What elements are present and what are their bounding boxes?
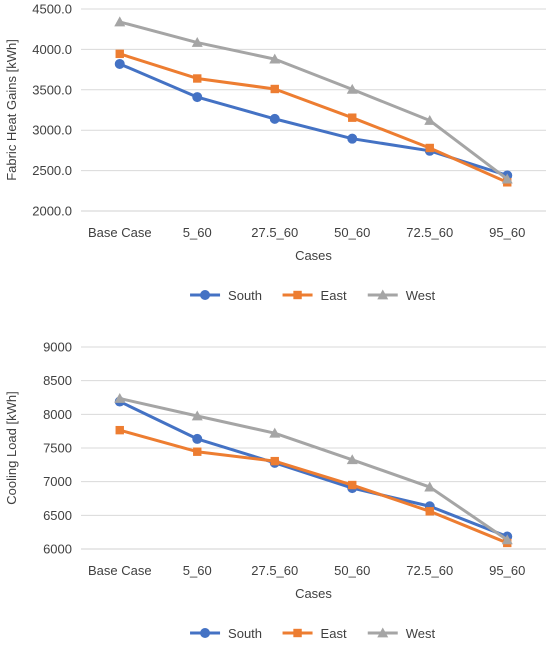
legend-item-south: South [190, 626, 262, 641]
data-point-east [348, 480, 357, 490]
legend-item-west: West [367, 288, 436, 303]
series-line-east [118, 428, 509, 545]
x-tick-label: 5_60 [183, 563, 212, 578]
y-tick-label: 7500 [43, 441, 72, 456]
x-tick-label: 95_60 [489, 563, 525, 578]
legend-label: South [228, 626, 262, 641]
x-tick-label: Base Case [88, 563, 152, 578]
series-line-west [118, 397, 509, 542]
legend-item-west: West [367, 626, 436, 641]
legend-marker [293, 628, 302, 638]
data-point-south [114, 58, 125, 69]
data-point-east [193, 74, 202, 83]
legend: South East West [190, 288, 436, 303]
legend-label: East [321, 626, 347, 641]
data-point-west [114, 16, 126, 27]
y-tick-label: 6000 [43, 542, 72, 557]
x-tick-label: 72.5_60 [406, 225, 453, 240]
data-point-south [192, 433, 203, 444]
data-point-east [270, 456, 279, 466]
legend-label: West [406, 288, 436, 303]
data-point-east [425, 143, 434, 153]
data-point-east [115, 49, 124, 59]
data-point-east [348, 113, 357, 122]
data-point-west [424, 481, 436, 492]
series-east [115, 49, 512, 187]
chart-cooling-load: 6000 6500 7000 7500 8000 8500 9000 Base Case 5_6… [4, 340, 546, 641]
legend-item-south: South [190, 288, 262, 303]
legend-marker [200, 290, 211, 300]
y-tick-label: 4000.0 [32, 42, 72, 57]
series-line-west [118, 20, 509, 181]
data-point-west [346, 454, 358, 465]
y-tick-label: 2500.0 [32, 163, 72, 178]
y-tick-label: 7000 [43, 474, 72, 489]
series-west [114, 16, 513, 184]
legend-label: East [321, 288, 347, 303]
data-point-west [501, 534, 513, 545]
data-point-east [115, 425, 124, 435]
data-point-east [425, 507, 434, 516]
x-tick-label: 50_60 [334, 225, 370, 240]
series-line-south [118, 400, 509, 539]
chart-fabric-heat-gains: 2000.0 2500.0 3000.0 3500.0 4000.0 4500.0 Base… [4, 2, 546, 303]
legend-item-east: East [282, 288, 347, 303]
x-tick-label: 27.5_60 [251, 563, 298, 578]
series-south [114, 58, 513, 181]
series-line-south [118, 62, 509, 177]
legend-item-east: East [282, 626, 347, 641]
legend-label: South [228, 288, 262, 303]
legend: South East West [190, 626, 436, 641]
legend-marker [293, 290, 302, 300]
x-tick-label: 5_60 [183, 225, 212, 240]
legend-label: West [406, 626, 436, 641]
y-tick-label: 6500 [43, 508, 72, 523]
x-axis-title: Cases [295, 248, 332, 263]
x-tick-label: Base Case [88, 225, 152, 240]
legend-marker [377, 627, 389, 638]
data-point-west [269, 53, 281, 64]
y-tick-label: 8500 [43, 373, 72, 388]
data-point-west [191, 37, 203, 47]
data-point-west [114, 393, 126, 403]
x-axis-title: Cases [295, 586, 332, 601]
y-tick-label: 2000.0 [32, 204, 72, 219]
y-tick-label: 9000 [43, 340, 72, 355]
data-point-east [270, 84, 279, 94]
y-tick-label: 4500.0 [32, 2, 72, 17]
legend-marker [377, 289, 389, 300]
data-point-west [269, 427, 281, 438]
data-point-south [347, 133, 358, 144]
data-point-west [424, 115, 436, 125]
data-point-west [346, 83, 358, 94]
x-tick-label: 27.5_60 [251, 225, 298, 240]
data-point-east [193, 447, 202, 456]
x-tick-label: 95_60 [489, 225, 525, 240]
data-point-west [191, 410, 203, 421]
legend-marker [200, 628, 211, 638]
data-point-south [192, 92, 203, 103]
series-east [115, 425, 512, 548]
y-tick-label: 3000.0 [32, 123, 72, 138]
y-tick-label: 8000 [43, 407, 72, 422]
series-line-east [118, 52, 509, 184]
data-point-south [269, 113, 280, 124]
x-tick-label: 72.5_60 [406, 563, 453, 578]
y-axis-title: Cooling Load [kWh] [4, 391, 19, 504]
y-tick-label: 3500.0 [32, 82, 72, 97]
x-tick-label: 50_60 [334, 563, 370, 578]
y-axis-title: Fabric Heat Gains [kWh] [4, 39, 19, 181]
series-west [114, 393, 513, 545]
data-point-west [501, 173, 513, 184]
